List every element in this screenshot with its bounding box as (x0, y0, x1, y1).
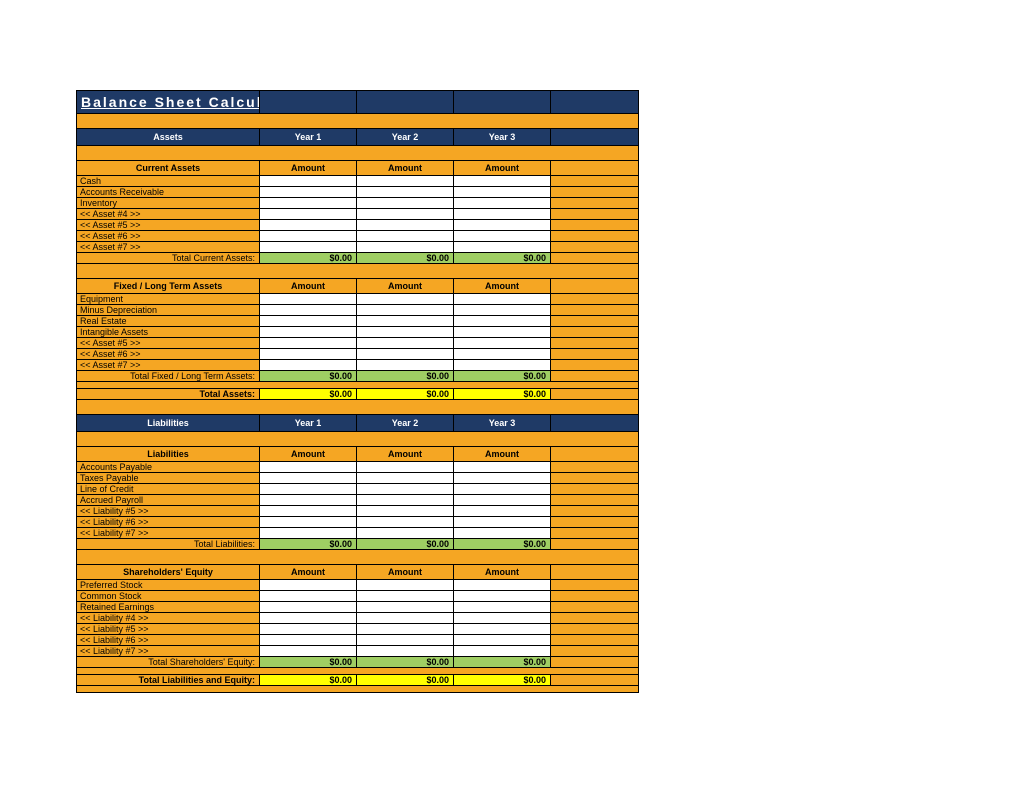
item-row: Preferred Stock (77, 580, 639, 591)
item-row: << Asset #6 >> (77, 231, 639, 242)
item-row: Retained Earnings (77, 602, 639, 613)
year1-header: Year 1 (260, 129, 357, 146)
item-row: Real Estate (77, 316, 639, 327)
balance-sheet-table: Balance Sheet Calculator Assets Year 1 Y… (76, 90, 639, 693)
item-row: Accounts Payable (77, 462, 639, 473)
fixed-assets-header: Fixed / Long Term Assets Amount Amount A… (77, 279, 639, 294)
liabilities-header-row: Liabilities Year 1 Year 2 Year 3 (77, 415, 639, 432)
item-row: << Asset #5 >> (77, 220, 639, 231)
item-row: << Asset #7 >> (77, 360, 639, 371)
item-row: Accrued Payroll (77, 495, 639, 506)
item-row: << Liability #7 >> (77, 528, 639, 539)
assets-header-row: Assets Year 1 Year 2 Year 3 (77, 129, 639, 146)
title-row: Balance Sheet Calculator (77, 91, 639, 114)
item-row: Accounts Receivable (77, 187, 639, 198)
total-assets-row: Total Assets: $0.00 $0.00 $0.00 (77, 389, 639, 400)
item-row: Inventory (77, 198, 639, 209)
item-row: << Asset #4 >> (77, 209, 639, 220)
item-row: << Liability #4 >> (77, 613, 639, 624)
item-row: Intangible Assets (77, 327, 639, 338)
item-row: << Liability #7 >> (77, 646, 639, 657)
total-liabilities-equity-row: Total Liabilities and Equity: $0.00 $0.0… (77, 675, 639, 686)
item-row: << Liability #5 >> (77, 624, 639, 635)
equity-header: Shareholders' Equity Amount Amount Amoun… (77, 565, 639, 580)
item-row: Cash (77, 176, 639, 187)
assets-header: Assets (77, 129, 260, 146)
item-row: << Liability #5 >> (77, 506, 639, 517)
item-row: Minus Depreciation (77, 305, 639, 316)
total-current-assets-row: Total Current Assets: $0.00 $0.00 $0.00 (77, 253, 639, 264)
year2-header: Year 2 (357, 129, 454, 146)
total-equity-row: Total Shareholders' Equity: $0.00 $0.00 … (77, 657, 639, 668)
item-row: Equipment (77, 294, 639, 305)
liabilities-header: Liabilities (77, 415, 260, 432)
sheet-title: Balance Sheet Calculator (77, 91, 260, 114)
item-row: Line of Credit (77, 484, 639, 495)
total-liabilities-row: Total Liabilities: $0.00 $0.00 $0.00 (77, 539, 639, 550)
item-row: << Asset #6 >> (77, 349, 639, 360)
item-row: << Asset #5 >> (77, 338, 639, 349)
item-row: << Liability #6 >> (77, 635, 639, 646)
item-row: << Liability #6 >> (77, 517, 639, 528)
total-fixed-assets-row: Total Fixed / Long Term Assets: $0.00 $0… (77, 371, 639, 382)
current-assets-header: Current Assets Amount Amount Amount (77, 161, 639, 176)
liabilities-sub-header: Liabilities Amount Amount Amount (77, 447, 639, 462)
item-row: Taxes Payable (77, 473, 639, 484)
year3-header: Year 3 (454, 129, 551, 146)
item-row: << Asset #7 >> (77, 242, 639, 253)
item-row: Common Stock (77, 591, 639, 602)
